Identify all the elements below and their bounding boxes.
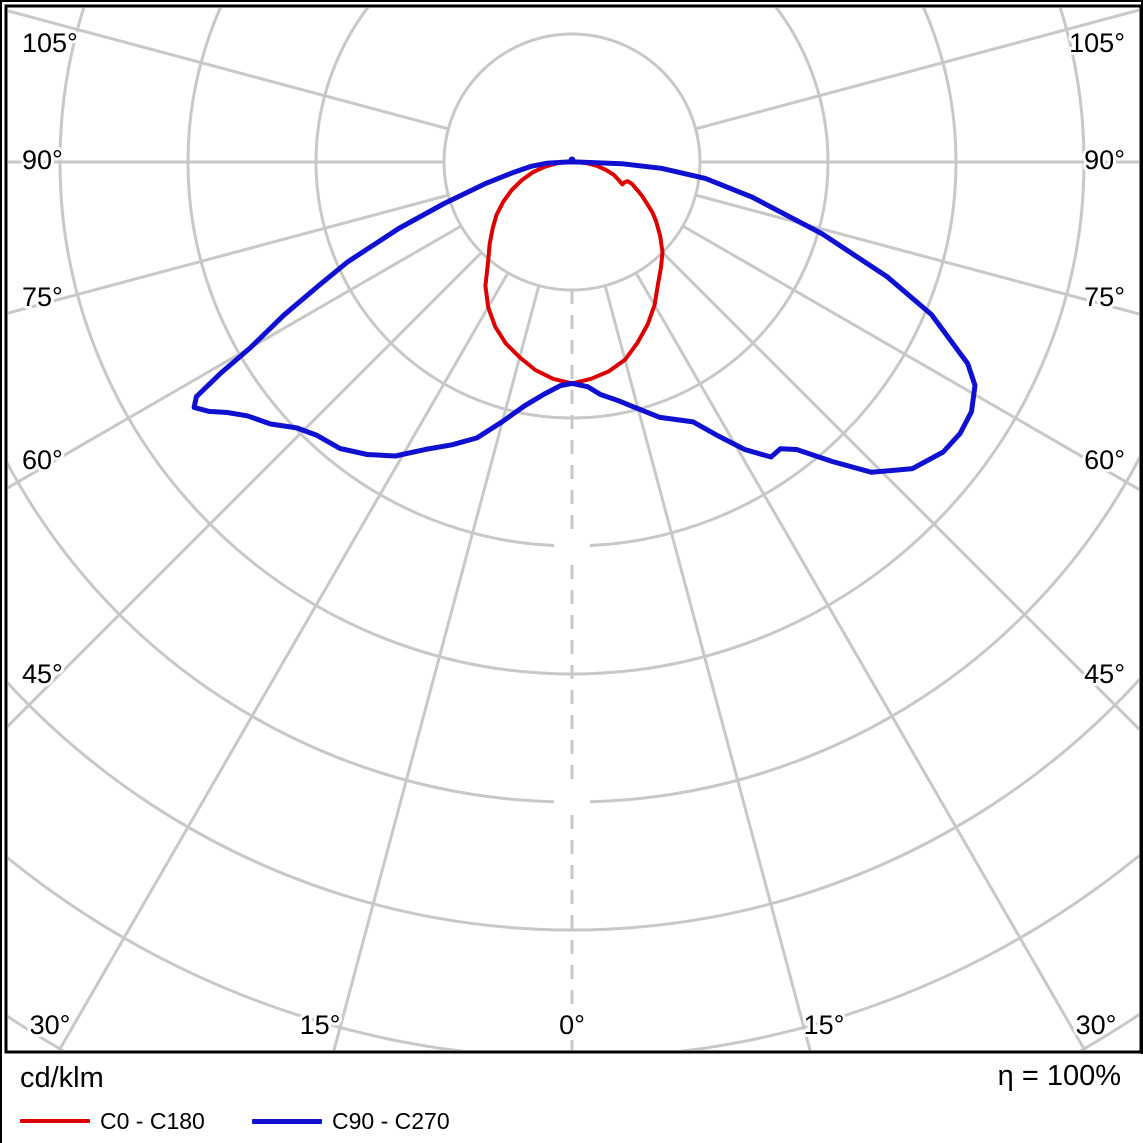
ring-value-label-box (554, 533, 590, 559)
angle-label-15: 15° (804, 1010, 845, 1040)
angle-label-60: 60° (1084, 445, 1125, 475)
angle-label-30: 30° (1076, 1010, 1117, 1040)
angle-label-105: 105° (1069, 28, 1125, 58)
angle-label-15: 15° (300, 1010, 341, 1040)
angle-label-75: 75° (22, 282, 63, 312)
polar-photometric-chart: 105° 90° 75° 60° 45° 105° 90° 75° 60° 45° 30° 15° 0°… (4, 4, 1143, 1054)
curve-c0-c180 (483, 160, 665, 386)
plot-border (4, 4, 1143, 1054)
efficiency-label: η = 100% (997, 1060, 1121, 1092)
unit-label: cd/klm (20, 1062, 104, 1094)
chart-footer: cd/klm η = 100% C0 - C180 C90 - C270 (2, 1054, 1143, 1143)
legend-line-blue (252, 1118, 322, 1124)
legend-item-c0-c180: C0 - C180 (20, 1106, 205, 1136)
angle-label-45: 45° (1084, 659, 1125, 689)
angle-label-60: 60° (22, 445, 63, 475)
legend-item-c90-c270: C90 - C270 (252, 1106, 450, 1136)
angle-label-30: 30° (30, 1010, 71, 1040)
angle-label-105: 105° (22, 28, 78, 58)
curve-c90-c270 (191, 159, 978, 475)
angle-label-90: 90° (22, 145, 63, 175)
origin-marker (568, 156, 576, 164)
angle-label-90: 90° (1084, 145, 1125, 175)
ring-value-label-box (554, 789, 590, 815)
legend-label: C90 - C270 (332, 1107, 450, 1134)
angle-label-45: 45° (22, 659, 63, 689)
legend-line-red (20, 1119, 90, 1123)
angle-label-0: 0° (559, 1010, 585, 1040)
legend: C0 - C180 C90 - C270 (20, 1106, 1120, 1136)
legend-label: C0 - C180 (100, 1107, 205, 1134)
plot-area (8, 8, 1139, 1050)
angle-label-75: 75° (1084, 282, 1125, 312)
